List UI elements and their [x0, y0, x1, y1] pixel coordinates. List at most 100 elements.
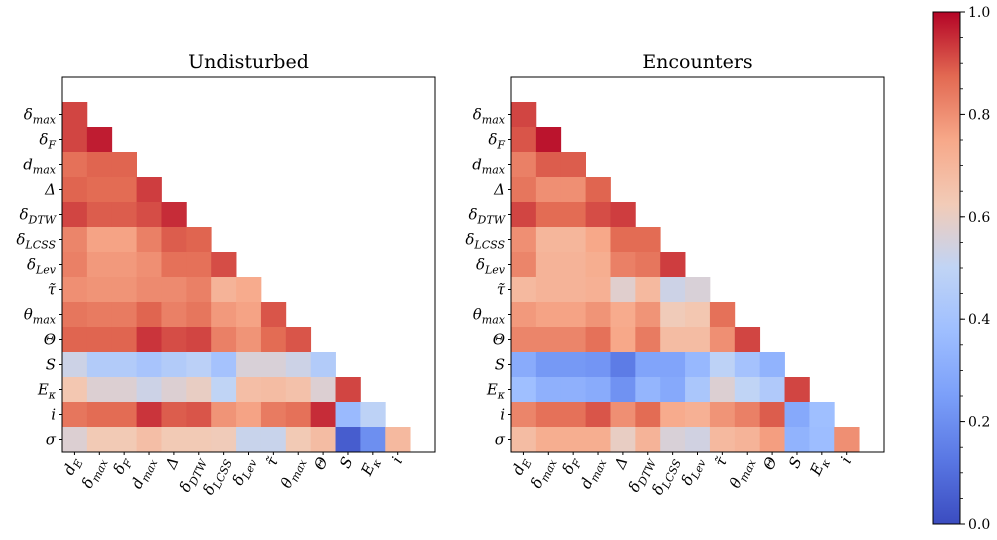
heatmap-cell — [62, 402, 88, 428]
heatmap-cell — [260, 377, 287, 403]
colorbar-tick-label: 0.8 — [968, 107, 990, 123]
heatmap-cell — [136, 202, 162, 228]
heatmap-cell — [511, 352, 537, 378]
heatmap-cell — [260, 427, 287, 453]
heatmap-cell — [161, 427, 187, 453]
heatmap-cell — [585, 352, 611, 378]
heatmap-cell — [285, 352, 312, 378]
heatmap-cell — [136, 277, 162, 303]
heatmap-cell — [585, 177, 611, 203]
heatmap-cell — [86, 427, 113, 453]
heatmap-cell — [86, 177, 113, 203]
heatmap-cell — [186, 402, 212, 428]
heatmap-cell — [610, 227, 636, 253]
x-tick-label: θmax — [277, 453, 310, 492]
x-tick-label: Eκ — [806, 453, 833, 480]
y-tick-label: Δ — [44, 181, 56, 199]
heatmap-cell — [635, 252, 661, 278]
heatmap-cell — [759, 377, 785, 403]
heatmap-cell — [560, 152, 586, 178]
heatmap-cell — [211, 377, 237, 403]
heatmap-cell — [111, 327, 137, 353]
heatmap-cell — [685, 327, 711, 353]
heatmap-cell — [535, 152, 562, 178]
heatmap-cell — [809, 402, 835, 428]
heatmap-cell — [560, 202, 586, 228]
heatmap-cell — [610, 377, 636, 403]
heatmap-cell — [62, 302, 88, 328]
heatmap-cell — [236, 377, 262, 403]
y-tick-label: δDTW — [469, 206, 507, 227]
heatmap-cell — [211, 252, 237, 278]
heatmap-cell — [335, 427, 361, 453]
x-tick-label: S — [336, 454, 357, 471]
y-tick-label: σ — [46, 431, 57, 449]
y-tick-label: δLCSS — [465, 231, 505, 252]
panel-title-encounters: Encounters — [642, 51, 752, 73]
heatmap-cell — [186, 427, 212, 453]
heatmap-cell — [335, 377, 361, 403]
heatmap-cell — [709, 302, 736, 328]
heatmap-cell — [511, 277, 537, 303]
heatmap-cell — [635, 352, 661, 378]
heatmap-cell — [62, 227, 88, 253]
heatmap-cell — [111, 402, 137, 428]
heatmap-cell — [285, 327, 312, 353]
heatmap-cell — [585, 402, 611, 428]
heatmap-cell — [511, 177, 537, 203]
x-tick-label: i — [837, 454, 855, 466]
heatmap-cell — [585, 427, 611, 453]
heatmap-cell — [111, 252, 137, 278]
x-tick-label: Θ — [759, 454, 781, 473]
heatmap-cell — [535, 227, 562, 253]
heatmap-cell — [86, 127, 113, 153]
heatmap-cell — [585, 277, 611, 303]
heatmap-cell — [161, 377, 187, 403]
heatmap-cell — [585, 327, 611, 353]
heatmap-cell — [86, 252, 113, 278]
y-tick-label: τ̃ — [497, 281, 506, 299]
heatmap-cell — [86, 377, 113, 403]
heatmap-cell — [535, 402, 562, 428]
heatmap-cell — [86, 402, 113, 428]
heatmap-cell — [62, 327, 88, 353]
heatmap-cell — [535, 252, 562, 278]
heatmap-cell — [660, 327, 686, 353]
heatmap-cell — [260, 302, 287, 328]
heatmap-cell — [784, 377, 810, 403]
heatmap-cell — [535, 202, 562, 228]
heatmap-cell — [86, 202, 113, 228]
heatmap-cell — [685, 277, 711, 303]
heatmap-cell — [535, 302, 562, 328]
x-tick-label: dmax — [576, 453, 609, 492]
heatmap-cell — [136, 352, 162, 378]
y-tick-label: S — [46, 356, 56, 374]
heatmap-cell — [86, 352, 113, 378]
x-tick-label: δmax — [527, 453, 560, 492]
x-tick-label: Δ — [610, 454, 631, 472]
heatmap-cell — [161, 277, 187, 303]
heatmap-cell — [535, 352, 562, 378]
x-tick-label: Δ — [161, 454, 182, 472]
heatmap-cell — [111, 227, 137, 253]
heatmap-cell — [685, 427, 711, 453]
heatmap-undisturbed: Undisturbed δmaxδFdmaxΔδDTWδLCSSδLevτ̃θm… — [16, 51, 436, 498]
heatmap-cell — [62, 127, 88, 153]
heatmap-cell — [759, 352, 785, 378]
x-tick-label: Eκ — [357, 453, 384, 480]
heatmap-cell — [560, 327, 586, 353]
x-tick-label: δLev — [678, 453, 710, 489]
heatmap-cell — [161, 202, 187, 228]
heatmap-cell — [136, 402, 162, 428]
colorbar-ticks: 0.0 0.2 0.4 0.6 0.8 1.0 — [960, 5, 990, 533]
heatmap-cell — [211, 352, 237, 378]
heatmap-cell — [635, 227, 661, 253]
colorbar-tick-label: 0.0 — [968, 517, 990, 533]
heatmap-cell — [62, 427, 88, 453]
heatmap-cell — [511, 402, 537, 428]
y-tick-label: S — [495, 356, 505, 374]
heatmap-cell — [535, 127, 562, 153]
